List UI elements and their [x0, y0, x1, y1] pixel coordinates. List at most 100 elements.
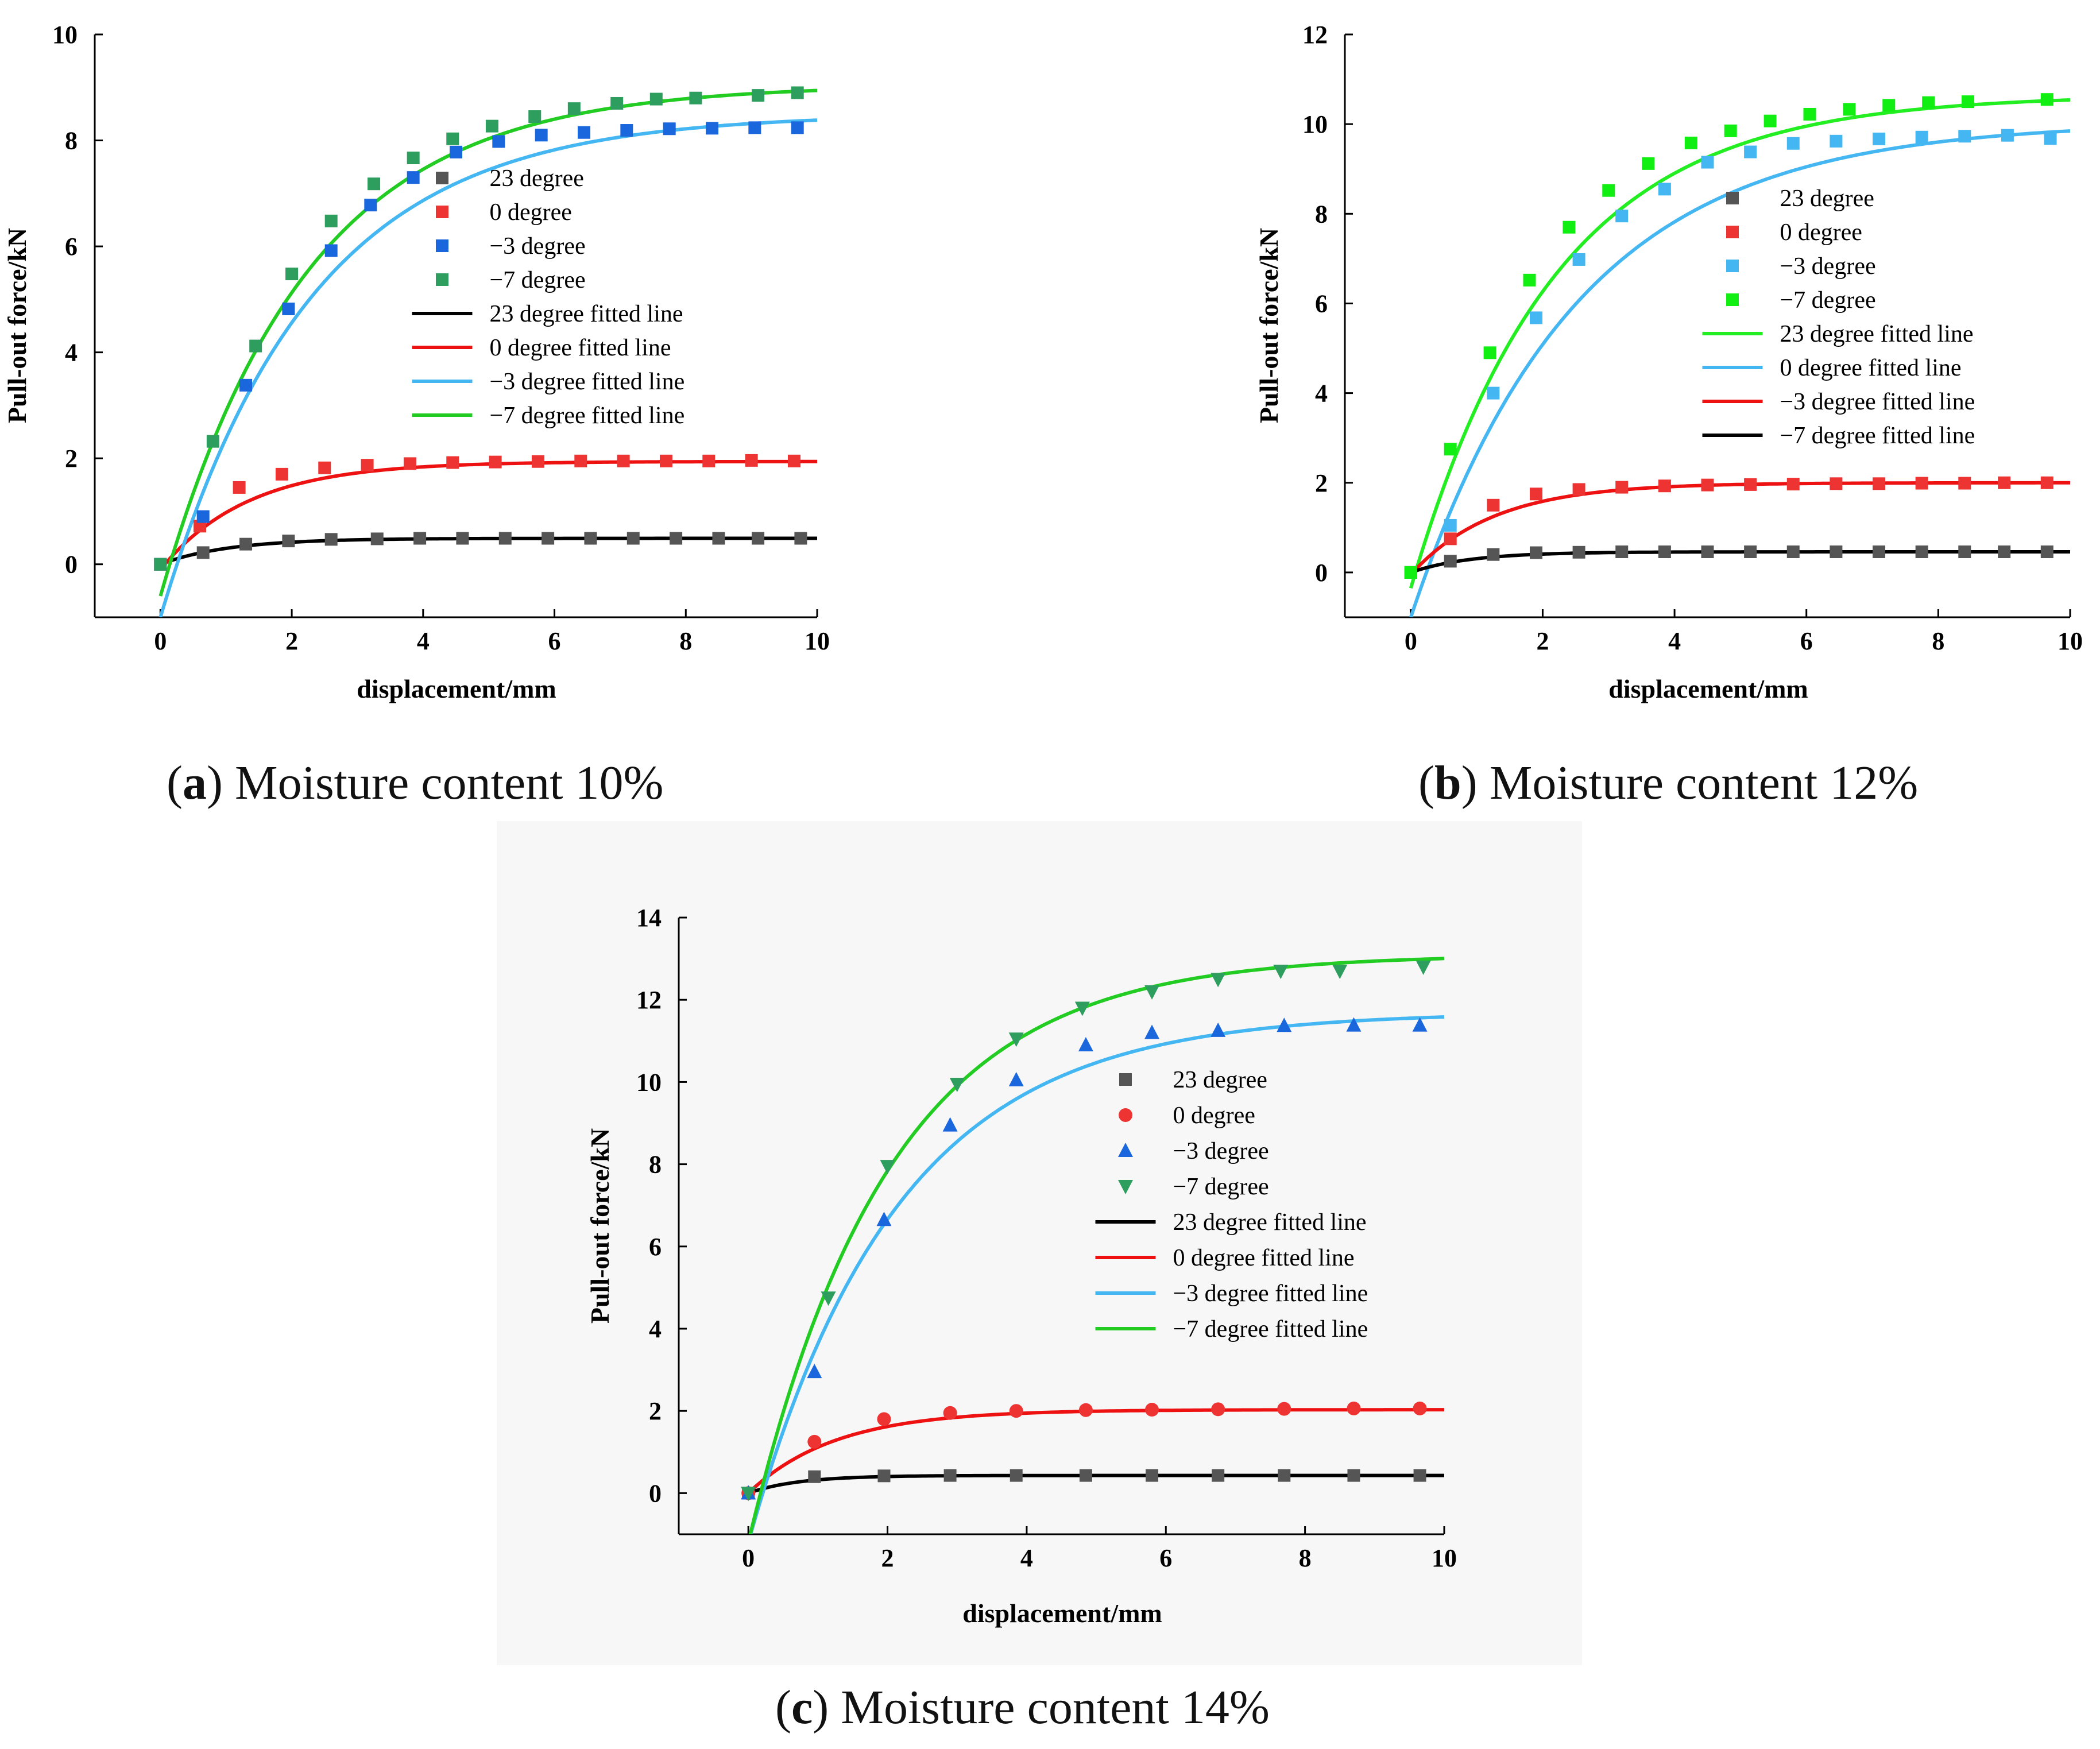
data-point: [649, 92, 663, 106]
x-tick-label: 4: [417, 627, 430, 655]
data-point: [787, 454, 800, 467]
plot-area: [741, 957, 1444, 1534]
legend-marker-swatch: [1119, 1073, 1132, 1086]
caption-a-letter: a: [182, 756, 207, 810]
x-tick-label: 10: [2058, 627, 2083, 655]
data-point: [2040, 93, 2053, 106]
y-tick-label: 4: [649, 1315, 662, 1343]
legend: 23 degree 0 degree −3 degree −7 degree 23 de…: [412, 165, 684, 429]
data-point: [1078, 1403, 1093, 1417]
legend: 23 degree 0 degree −3 degree −7 degree 23 de…: [1095, 1067, 1368, 1342]
data-point: [748, 121, 761, 134]
fitted-line: [158, 88, 817, 597]
data-point: [407, 151, 420, 164]
caption-a-text: Moisture content 10%: [234, 756, 664, 810]
data-point: [1873, 132, 1886, 145]
data-point: [617, 454, 630, 467]
x-tick-label: 2: [881, 1544, 894, 1572]
legend-entry-label: −3 degree: [1780, 253, 1876, 280]
chart-panel-a: 0 2 4 6 8 10 0 2 4 6 8 10 displacement/mm Pull-out fo…: [2, 21, 830, 703]
data-point: [2040, 545, 2053, 559]
legend-marker-swatch: [1118, 1143, 1133, 1157]
data-point: [1830, 134, 1843, 148]
data-point: [877, 1412, 891, 1426]
data-point: [413, 532, 427, 545]
data-point: [1211, 1022, 1226, 1037]
legend-entry-label: −7 degree: [1173, 1174, 1269, 1200]
data-point: [877, 1469, 891, 1483]
data-point: [324, 214, 338, 227]
data-point: [1873, 545, 1886, 559]
x-tick-label: 2: [285, 627, 298, 655]
data-point: [485, 119, 498, 133]
y-tick-label: 2: [1315, 469, 1328, 497]
caption-a: (a) Moisture content 10%: [167, 756, 664, 810]
data-point: [791, 86, 804, 99]
data-point: [706, 122, 719, 135]
data-point: [1744, 545, 1757, 559]
data-point: [1958, 477, 1971, 490]
fitted-line: [749, 1015, 1444, 1534]
data-point: [196, 510, 210, 523]
data-point: [807, 1364, 822, 1379]
data-point: [1444, 555, 1457, 568]
data-point: [233, 481, 246, 494]
legend-entry-label: −7 degree: [1780, 287, 1876, 314]
data-point: [791, 121, 804, 134]
data-point: [1010, 1469, 1023, 1482]
data-point: [659, 454, 672, 467]
data-point: [1273, 965, 1289, 980]
legend-entry-label: 23 degree fitted line: [1173, 1209, 1367, 1236]
data-point: [1830, 545, 1843, 559]
data-point: [196, 546, 210, 559]
data-point: [741, 1487, 756, 1502]
data-point: [370, 532, 384, 545]
x-tick-label: 4: [1020, 1544, 1033, 1572]
data-point: [1658, 183, 1671, 196]
data-point: [1701, 545, 1714, 559]
plot-area: [1404, 93, 2070, 617]
data-point: [318, 461, 331, 474]
data-point: [574, 454, 587, 467]
legend-entry-label: 23 degree: [1173, 1067, 1267, 1093]
data-point: [663, 122, 676, 136]
data-point: [282, 535, 295, 548]
x-tick-label: 6: [548, 627, 561, 655]
y-tick-label: 4: [1315, 380, 1328, 408]
legend-entry-label: 0 degree: [490, 199, 572, 226]
data-point: [702, 454, 716, 467]
data-point: [1332, 965, 1348, 980]
data-point: [620, 124, 633, 137]
data-point: [492, 135, 505, 148]
caption-c-letter: c: [791, 1681, 813, 1734]
data-point: [1786, 545, 1800, 559]
data-point: [1412, 1017, 1428, 1032]
data-point: [1444, 532, 1457, 545]
data-point: [1146, 1469, 1159, 1482]
data-point: [1079, 1469, 1092, 1482]
data-point: [1416, 960, 1431, 975]
data-point: [1615, 545, 1629, 559]
legend-entry-label: −3 degree: [1173, 1138, 1269, 1164]
data-point: [1487, 548, 1500, 561]
plot-area: [154, 86, 817, 617]
data-point: [1572, 253, 1585, 266]
data-point: [1483, 346, 1496, 359]
data-point: [1922, 96, 1935, 109]
chart-panel-b: 0 2 4 6 8 10 0 2 4 6 8 10 12 displacement/mm Pull-out …: [1254, 21, 2083, 703]
y-tick-label: 6: [1315, 289, 1328, 318]
data-point: [1145, 1403, 1159, 1417]
legend-marker-swatch: [1726, 192, 1739, 204]
data-point: [1008, 1032, 1024, 1047]
legend-marker-swatch: [436, 206, 448, 218]
data-point: [1684, 136, 1697, 149]
legend-entry-label: −3 degree: [490, 233, 586, 260]
data-point: [285, 268, 299, 281]
data-point: [446, 132, 459, 145]
data-point: [1144, 985, 1160, 1000]
y-tick-label: 10: [636, 1068, 662, 1096]
data-point: [1078, 1036, 1093, 1051]
x-tick-label: 0: [154, 627, 167, 655]
data-point: [670, 532, 683, 545]
data-point: [1873, 477, 1886, 490]
